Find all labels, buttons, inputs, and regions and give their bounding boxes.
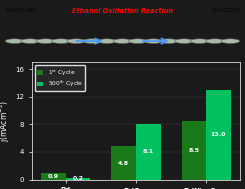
Text: Ethanol Oxidation Reaction: Ethanol Oxidation Reaction: [72, 8, 173, 14]
Y-axis label: j(mAcm$^{-2}$): j(mAcm$^{-2}$): [0, 100, 12, 142]
Circle shape: [129, 39, 147, 43]
Circle shape: [113, 39, 132, 43]
Bar: [136, 124, 160, 180]
Bar: [66, 178, 90, 180]
Circle shape: [5, 39, 24, 43]
Circle shape: [21, 39, 39, 43]
Text: 8.1: 8.1: [143, 149, 154, 154]
Circle shape: [52, 39, 70, 43]
Text: 13.0: 13.0: [211, 132, 226, 137]
Circle shape: [221, 39, 240, 43]
Text: 4.8: 4.8: [118, 160, 129, 166]
Circle shape: [82, 39, 101, 43]
Circle shape: [190, 39, 209, 43]
Circle shape: [175, 39, 193, 43]
Circle shape: [98, 39, 116, 43]
Text: 0.2: 0.2: [73, 176, 84, 181]
Text: 0.9: 0.9: [48, 174, 59, 179]
Text: 8.5: 8.5: [188, 148, 199, 153]
Bar: [206, 90, 231, 180]
Circle shape: [159, 39, 178, 43]
Bar: [111, 146, 136, 180]
Circle shape: [36, 39, 55, 43]
Legend: 1$^{st}$ Cycle, 500$^{th}$ Cycle: 1$^{st}$ Cycle, 500$^{th}$ Cycle: [35, 65, 85, 91]
Circle shape: [67, 39, 86, 43]
Bar: [182, 121, 206, 180]
Circle shape: [144, 39, 163, 43]
Text: CH$_3$COOH: CH$_3$COOH: [211, 6, 240, 15]
Bar: [41, 173, 66, 180]
Circle shape: [206, 39, 224, 43]
Text: CH$_3$CH$_2$OH: CH$_3$CH$_2$OH: [5, 6, 36, 15]
